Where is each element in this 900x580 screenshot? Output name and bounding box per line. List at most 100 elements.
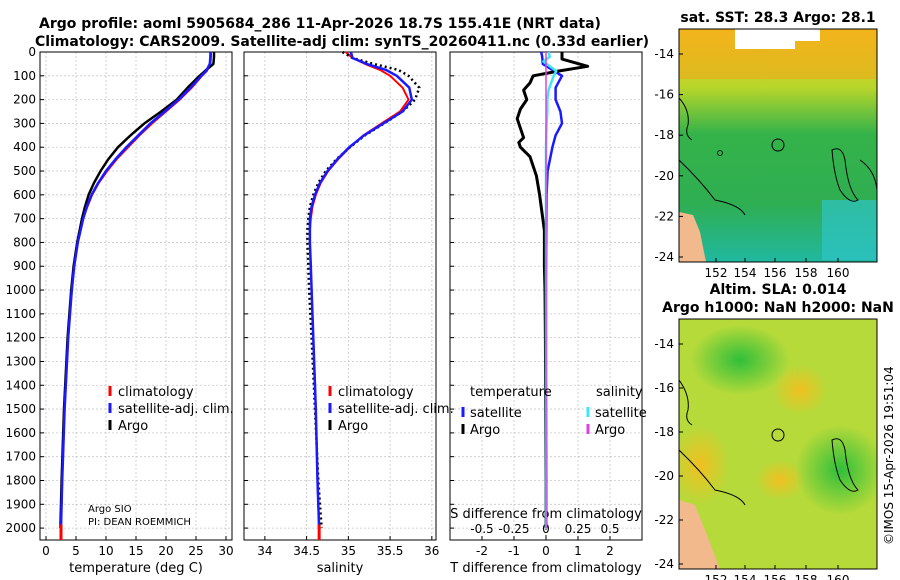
map-lat-tick-label: -14 <box>654 337 674 351</box>
sst-reef-contour <box>679 97 693 141</box>
y-tick-label: 0 <box>28 45 36 59</box>
axes-frame <box>243 51 437 541</box>
map-lon-tick-label: 154 <box>734 573 757 580</box>
legend-label: Argo <box>595 423 625 438</box>
x-tick-label: 34.5 <box>293 544 320 558</box>
salinity-panel: 34 34.5 35 35.5 36 salinity climatology satelli… <box>243 50 454 576</box>
y-tick-label: 100 <box>13 69 36 83</box>
legend-label: satellite-adj. clim. <box>118 402 234 417</box>
sla-reef-contour <box>679 379 693 426</box>
x-tick-label: 0 <box>542 544 550 558</box>
x-tick-label: 15 <box>128 544 143 558</box>
sla-high-patch-2 <box>679 425 730 505</box>
y-tick-label: 200 <box>13 93 36 107</box>
sst-cool-patch <box>822 200 877 260</box>
x-axis-label: salinity <box>317 561 364 576</box>
sla-map-frame <box>678 318 878 570</box>
main-title-line1: Argo profile: aoml 5905684_286 11-Apr-20… <box>39 16 601 32</box>
sst-contour-3 <box>831 148 859 202</box>
sla-high-patch-1 <box>772 365 828 415</box>
map-lat-tick-label: -24 <box>654 250 674 264</box>
temperature-panel: 0100200300400500600700800900100011001200… <box>5 45 233 576</box>
map-lat-tick-label: -24 <box>654 557 674 571</box>
map-lat-tick-label: -14 <box>654 47 674 61</box>
argo-pi-label: PI: DEAN ROEMMICH <box>88 517 191 528</box>
sst-map-frame <box>678 28 878 263</box>
y-tick-label: 1700 <box>5 450 36 464</box>
secondary-x-tick-label: -0.5 <box>470 522 493 536</box>
sla-map-title-line2: Argo h1000: NaN h2000: NaN <box>662 300 894 316</box>
y-tick-label: 400 <box>13 140 36 154</box>
x-tick-label: 2 <box>606 544 614 558</box>
x-axis-label: T difference from climatology <box>449 561 642 576</box>
sla-low-patch-2 <box>795 425 877 515</box>
map-lon-tick-label: 160 <box>827 266 850 280</box>
sla-map: Altim. SLA: 0.014 Argo h1000: NaN h2000:… <box>662 282 894 570</box>
y-tick-label: 1200 <box>5 331 36 345</box>
map-lat-tick-label: -18 <box>654 425 674 439</box>
x-tick-label: 34 <box>257 544 272 558</box>
map-lat-tick-label: -22 <box>654 513 674 527</box>
map-lat-tick-label: -18 <box>654 128 674 142</box>
legend-label: satellite <box>470 406 522 421</box>
y-tick-label: 1000 <box>5 283 36 297</box>
map-lat-tick-label: -16 <box>654 381 674 395</box>
sst-argo-location-marker <box>771 138 785 152</box>
legend-label: climatology <box>118 385 194 400</box>
legend-label: Argo <box>470 423 500 438</box>
axes-frame <box>39 51 233 541</box>
y-tick-label: 1900 <box>5 497 36 511</box>
map-lon-tick-label: 152 <box>705 266 728 280</box>
x-tick-label: 10 <box>98 544 113 558</box>
map-lon-tick-label: 158 <box>795 573 818 580</box>
y-tick-label: 800 <box>13 235 36 249</box>
y-tick-label: 1400 <box>5 378 36 392</box>
x-tick-label: 36 <box>424 544 439 558</box>
map-lon-tick-label: 154 <box>734 266 757 280</box>
y-tick-label: 1300 <box>5 354 36 368</box>
x-tick-label: 0 <box>42 544 50 558</box>
series-line-satellite-adj-clim- <box>59 52 212 529</box>
footer-credit: ©IMOS 15-Apr-2026 19:51:04 <box>882 366 896 545</box>
series-line-argo <box>306 50 421 529</box>
legend-label: Argo <box>338 419 368 434</box>
x-tick-label: 5 <box>72 544 80 558</box>
sst-contour-2 <box>679 159 746 216</box>
secondary-x-tick-label: 0.5 <box>600 522 619 536</box>
y-tick-label: 700 <box>13 212 36 226</box>
x-tick-label: 1 <box>574 544 582 558</box>
x-tick-label: -2 <box>476 544 488 558</box>
legend-label: satellite <box>595 406 647 421</box>
series-line-satellite-adj-clim- <box>308 51 414 529</box>
sla-coastline-land <box>679 500 720 569</box>
sst-map-title: sat. SST: 28.3 Argo: 28.1 <box>680 10 875 26</box>
series-line-temperature-argo <box>515 52 590 529</box>
map-lon-tick-label: 152 <box>705 573 728 580</box>
sst-island-marker <box>717 150 723 156</box>
sst-missing-data <box>735 29 795 49</box>
legend-label: climatology <box>338 385 414 400</box>
sst-missing-data-2 <box>790 29 820 41</box>
legend-label: Argo <box>118 419 148 434</box>
map-lon-tick-label: 156 <box>764 573 787 580</box>
main-title-line2: Climatology: CARS2009. Satellite-adj cli… <box>35 34 649 50</box>
x-tick-label: 35.5 <box>377 544 404 558</box>
sla-contour-3 <box>831 438 859 492</box>
y-tick-label: 600 <box>13 188 36 202</box>
sla-argo-location-marker <box>771 428 785 442</box>
x-tick-label: 20 <box>158 544 173 558</box>
secondary-x-tick-label: -0.25 <box>498 522 529 536</box>
x-tick-label: 30 <box>218 544 233 558</box>
map-lat-tick-label: -16 <box>654 88 674 102</box>
y-tick-label: 1800 <box>5 473 36 487</box>
y-tick-label: 2000 <box>5 521 36 535</box>
sst-coastline-land <box>679 212 706 262</box>
y-tick-label: 1100 <box>5 307 36 321</box>
legend-header-salinity: salinity <box>596 385 643 400</box>
sla-contour-2 <box>679 449 746 506</box>
map-lon-tick-label: 160 <box>827 573 850 580</box>
x-tick-label: 25 <box>188 544 203 558</box>
map-lon-tick-label: 158 <box>795 266 818 280</box>
